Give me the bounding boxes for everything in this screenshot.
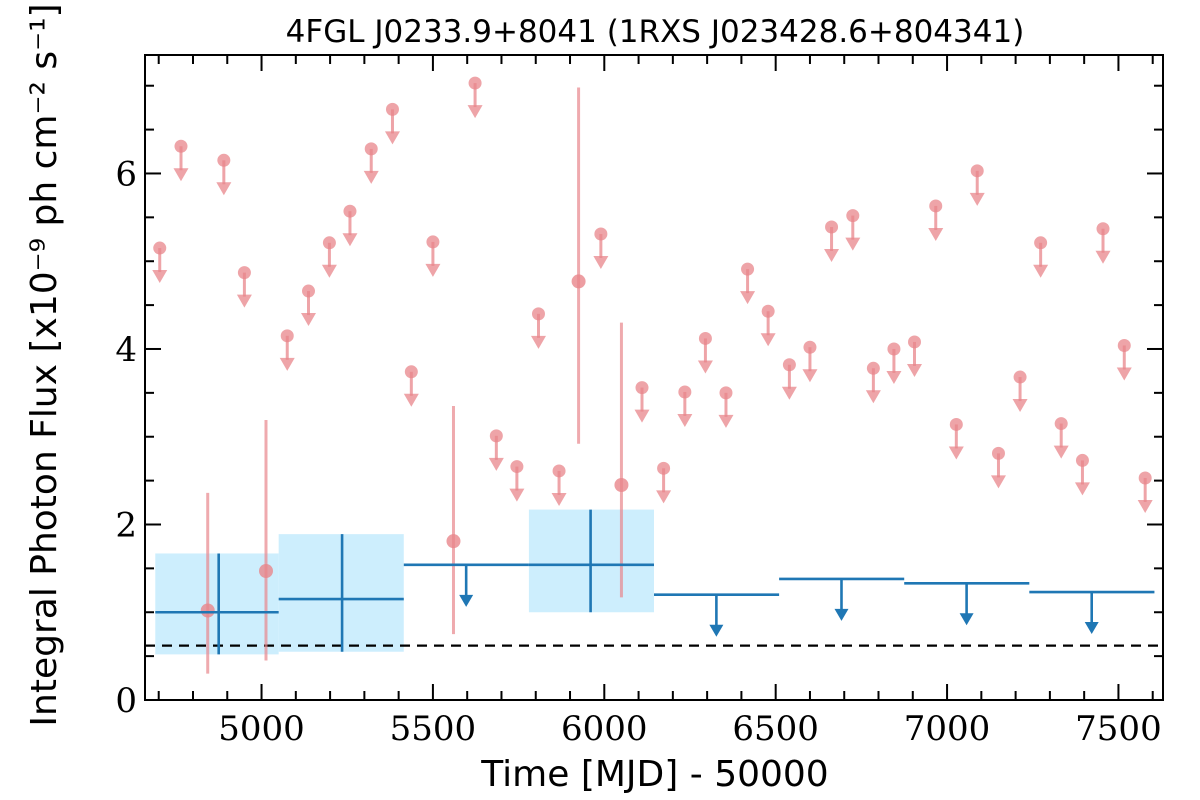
fine-bin-upper-limit-arrow (1137, 499, 1153, 513)
fine-bin-upper-limit-arrow (321, 264, 337, 278)
tick-labels: 5000 5500 6000 6500 7000 7500 0 2 4 6 (115, 154, 1161, 749)
fine-bin-upper-limit-arrow (1012, 399, 1028, 413)
y-axis-label: Integral Photon Flux [x10⁻⁹ ph cm⁻² s⁻¹] (24, 3, 65, 726)
fine-bin-upper-limit-arrow (152, 270, 168, 284)
y-tick-label: 6 (115, 154, 137, 194)
fine-bin-upper-limit-arrow (509, 488, 525, 502)
x-tick-label: 5000 (218, 709, 305, 749)
fine-bin-upper-limit-arrow (342, 233, 358, 247)
fine-bin-upper-limit-arrow (488, 457, 504, 471)
fine-bin-upper-limit-arrow (677, 413, 693, 427)
binned-upper-limit-arrow (1084, 622, 1099, 635)
fine-bin-upper-limit-arrow (363, 170, 379, 184)
fine-bin-upper-limit-arrow (634, 409, 650, 423)
fine-bin-upper-limit-arrow (300, 313, 316, 327)
fine-bin-upper-limit-arrow (760, 333, 776, 347)
fine-bin-upper-limit-arrow (173, 168, 189, 182)
fine-bin-upper-limit-arrow (593, 256, 609, 270)
chart-title: 4FGL J0233.9+8041 (1RXS J023428.6+804341… (286, 14, 1025, 50)
fine-bin-upper-limit-arrow (990, 475, 1006, 489)
fine-bin-upper-limit-arrow (969, 192, 985, 206)
fine-bin-upper-limit-arrow (216, 182, 232, 196)
fine-bin-upper-limit-arrow (1053, 445, 1069, 459)
binned-upper-limit-arrow (459, 594, 474, 607)
fine-bin-upper-limit-arrow (1095, 250, 1111, 264)
fine-bin-upper-limit-arrow (906, 363, 922, 377)
x-tick-label: 7500 (1075, 709, 1162, 749)
binned-uncertainty-band (155, 553, 279, 655)
fine-bin-detection-point (258, 564, 273, 578)
y-tick-label: 4 (115, 330, 137, 370)
fine-bin-upper-limit-arrow (928, 227, 944, 241)
fine-bin-upper-limit-arrow (530, 335, 546, 349)
fine-bin-upper-limit-arrow (886, 370, 902, 384)
fine-bin-upper-limit-arrow (845, 237, 861, 251)
fine-bin-upper-limit-arrow (697, 360, 713, 374)
x-tick-label: 6000 (561, 709, 648, 749)
y-tick-label: 2 (115, 505, 137, 545)
fine-bin-upper-limit-arrow (781, 386, 797, 400)
x-tick-label: 6500 (732, 709, 819, 749)
y-tick-label: 0 (115, 681, 137, 721)
binned-upper-limit-arrow (709, 624, 724, 637)
fine-bin-detection-point (446, 534, 461, 549)
fine-bin-series (152, 76, 1153, 674)
fine-bin-upper-limit-arrow (1116, 367, 1132, 381)
fine-bin-upper-limit-arrow (403, 393, 419, 407)
fine-bin-upper-limit-arrow (948, 446, 964, 460)
plot-frame (144, 54, 1164, 701)
fine-bin-upper-limit-arrow (551, 492, 567, 506)
fine-bin-upper-limit-arrow (656, 490, 672, 504)
fine-bin-upper-limit-arrow (802, 369, 818, 383)
fine-bin-detection-point (571, 274, 586, 289)
fine-bin-upper-limit-arrow (1033, 264, 1049, 278)
fine-bin-upper-limit-arrow (718, 414, 734, 428)
binned-upper-limit-arrow (959, 613, 974, 626)
x-axis-label: Time [MJD] - 50000 (480, 754, 828, 795)
fine-bin-detection-point (614, 478, 629, 492)
fine-bin-upper-limit-arrow (279, 357, 295, 371)
fine-bin-upper-limit-arrow (824, 249, 840, 262)
fine-bin-upper-limit-arrow (740, 291, 756, 305)
fine-bin-upper-limit-arrow (236, 294, 252, 308)
x-tick-label: 7000 (904, 709, 991, 749)
axes (144, 54, 1164, 701)
fine-bin-upper-limit-arrow (865, 390, 881, 404)
fine-bin-upper-limit-arrow (467, 105, 483, 119)
fine-bin-upper-limit-arrow (425, 263, 441, 277)
fine-bin-detection-point (200, 603, 215, 618)
coarse-bin-series (155, 509, 1155, 655)
fine-bin-upper-limit-arrow (1074, 482, 1090, 496)
fine-bin-upper-limit-arrow (384, 131, 400, 145)
binned-upper-limit-arrow (834, 608, 849, 621)
confidence-bands (155, 509, 654, 655)
x-tick-label: 5500 (390, 709, 477, 749)
